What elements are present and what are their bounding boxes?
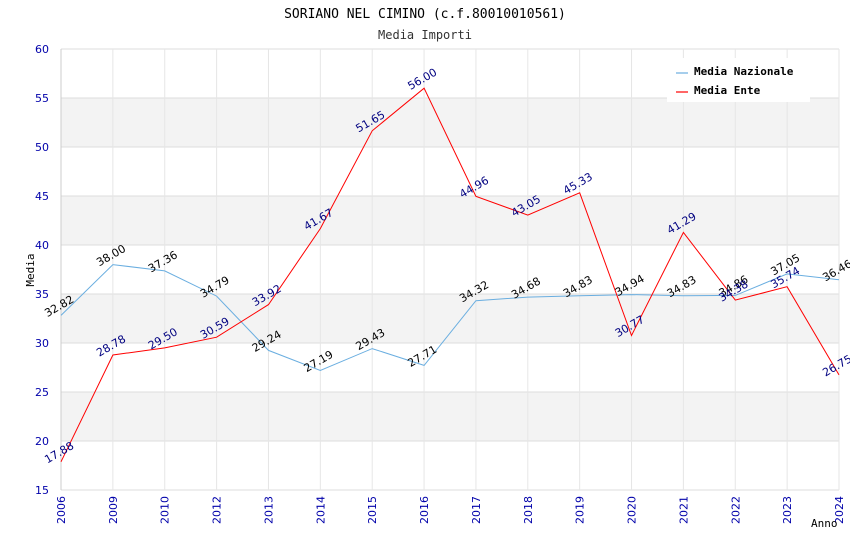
x-tick-label: 2009 [107,496,120,524]
grid-band [61,294,839,343]
grid-band [61,245,839,294]
y-tick-label: 50 [35,141,49,154]
grid-bands [60,48,840,491]
x-tick-label: 2014 [314,496,327,524]
y-tick-label: 20 [35,435,49,448]
grid-band [61,392,839,441]
x-tick-label: 2013 [262,496,275,524]
x-tick-label: 2006 [55,496,68,524]
x-tick-label: 2015 [366,496,379,524]
x-tick-label: 2012 [211,496,224,524]
series-lines [60,87,840,463]
x-tick-label: 2021 [677,496,690,524]
x-tick-label: 2019 [574,496,587,524]
x-axis-ticks: 2006 2009 2010 2012 2013 2014 2015 2016 2017 2018… [55,496,846,524]
x-tick-label: 2016 [418,496,431,524]
legend-label-media-ente: Media Ente [694,84,761,97]
chart-subtitle: Media Importi [378,28,472,42]
legend-box [667,58,810,102]
y-tick-label: 60 [35,43,49,56]
grid-band [61,441,839,490]
x-axis-label: Anno [811,517,838,530]
y-tick-label: 35 [35,288,49,301]
y-axis-label: Media [24,253,37,286]
legend: Media Nazionale Media Ente [667,58,810,102]
y-tick-label: 45 [35,190,49,203]
x-tick-label: 2022 [729,496,742,524]
grid-band [61,343,839,392]
chart-title: SORIANO NEL CIMINO (c.f.80010010561) [284,7,566,22]
series-line-media-ente [60,87,840,463]
y-tick-label: 30 [35,337,49,350]
y-axis-ticks: 15 20 25 30 35 40 45 50 55 60 [35,43,49,497]
grid-band [61,196,839,245]
y-tick-label: 55 [35,92,49,105]
x-tick-label: 2023 [781,496,794,524]
x-tick-label: 2010 [159,496,172,524]
grid-band [61,98,839,147]
x-tick-label: 2024 [833,496,846,524]
series-line-media-nazionale [60,264,840,372]
x-tick-label: 2020 [626,496,639,524]
y-tick-label: 15 [35,484,49,497]
y-tick-label: 40 [35,239,49,252]
x-tick-label: 2018 [522,496,535,524]
y-tick-label: 25 [35,386,49,399]
legend-label-media-nazionale: Media Nazionale [694,65,794,78]
grid-band [61,147,839,196]
x-tick-label: 2017 [470,496,483,524]
